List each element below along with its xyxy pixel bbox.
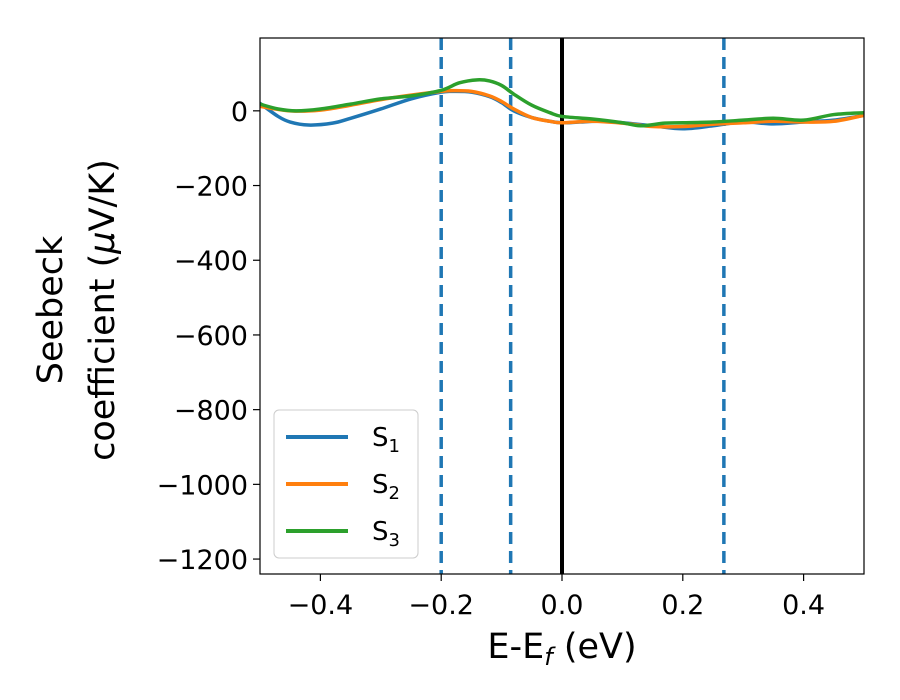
x-tick-label: 0.2 <box>661 590 704 621</box>
y-tick-label: −200 <box>174 172 248 203</box>
x-tick-label: 0.4 <box>782 590 825 621</box>
x-tick-label: −0.2 <box>408 590 474 621</box>
y-tick-label: −400 <box>174 246 248 277</box>
y-tick-label: −1200 <box>157 545 248 576</box>
y-axis-ticks: 0 −200 −400 −600 −800 −1000 −1200 <box>157 97 260 576</box>
y-tick-label: −800 <box>174 396 248 427</box>
x-axis-title: E-Ef (eV) <box>487 627 636 671</box>
reference-lines <box>439 38 726 574</box>
y-tick-label: −600 <box>174 321 248 352</box>
legend-label-s1: S1 <box>372 423 400 457</box>
y-tick-label: 0 <box>231 97 248 128</box>
legend: S1 S2 S3 <box>273 409 419 559</box>
legend-label-s2: S2 <box>372 470 400 504</box>
x-tick-label: 0.0 <box>541 590 584 621</box>
series-line-s3 <box>260 77 864 128</box>
y-axis-title-line1: Seebeck <box>31 235 71 384</box>
series-lines <box>260 77 864 131</box>
x-axis-ticks: −0.4 −0.2 0.0 0.2 0.4 <box>288 574 825 621</box>
y-tick-label: −1000 <box>157 470 248 501</box>
legend-label-s3: S3 <box>372 517 400 551</box>
y-axis-title-line2: coefficient (μV/K) <box>83 159 123 461</box>
x-tick-label: −0.4 <box>288 590 354 621</box>
y-axis-title: Seebeck coefficient (μV/K) <box>31 159 123 461</box>
